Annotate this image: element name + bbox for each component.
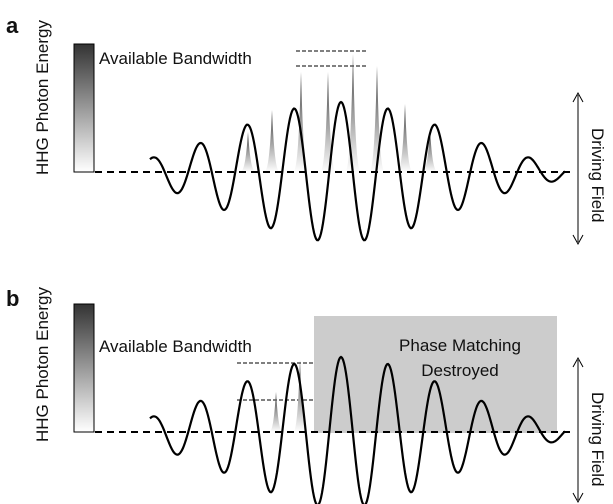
panel-a-harmonic-peak xyxy=(422,130,438,172)
panel-b-driving-field-wave xyxy=(149,355,566,504)
panel-b-bandwidth-label: Available Bandwidth xyxy=(99,337,252,356)
panel-a-field-arrow xyxy=(572,91,584,246)
panel-a-y-axis-label: HHG Photon Energy xyxy=(33,20,52,175)
panel-b-letter: b xyxy=(6,286,19,311)
panel-a-energy-gradient-bar xyxy=(73,43,95,173)
panel-b-region-label-line2: Destroyed xyxy=(421,361,498,380)
panel-a-harmonic-peak xyxy=(264,110,280,172)
panel-b-phase-matching-region xyxy=(314,316,557,433)
panel-b-harmonic-peak xyxy=(293,360,307,432)
panel-a-harmonic-peak xyxy=(240,132,256,172)
panel-a-bandwidth-label: Available Bandwidth xyxy=(99,49,252,68)
panel-b-harmonic-peaks xyxy=(269,360,307,432)
panel-b-harmonic-peak xyxy=(269,392,283,432)
panel-b-field-label: Driving Field xyxy=(588,392,607,486)
panel-a-harmonic-peak xyxy=(397,104,413,172)
panel-a-letter: a xyxy=(6,13,19,38)
panel-b-y-axis-label: HHG Photon Energy xyxy=(33,287,52,442)
panel-a-harmonic-peak xyxy=(320,72,336,172)
panel-a-harmonic-peak xyxy=(293,72,309,172)
panel-a-field-label: Driving Field xyxy=(588,128,607,222)
panel-b-energy-gradient-bar xyxy=(73,303,95,433)
panel-b-field-arrow xyxy=(572,356,584,504)
panel-a-harmonic-peak xyxy=(369,66,385,172)
panel-b: b Phase Matching Destroyed HHG Photon En… xyxy=(6,286,607,504)
panel-b-region-label-line1: Phase Matching xyxy=(399,336,521,355)
panel-a: a HHG Photon Energy Available Bandwidth … xyxy=(6,13,607,246)
panel-a-harmonic-peak xyxy=(345,54,361,172)
panel-a-driving-field-wave xyxy=(149,100,566,242)
panel-a-harmonic-peaks xyxy=(240,54,438,172)
